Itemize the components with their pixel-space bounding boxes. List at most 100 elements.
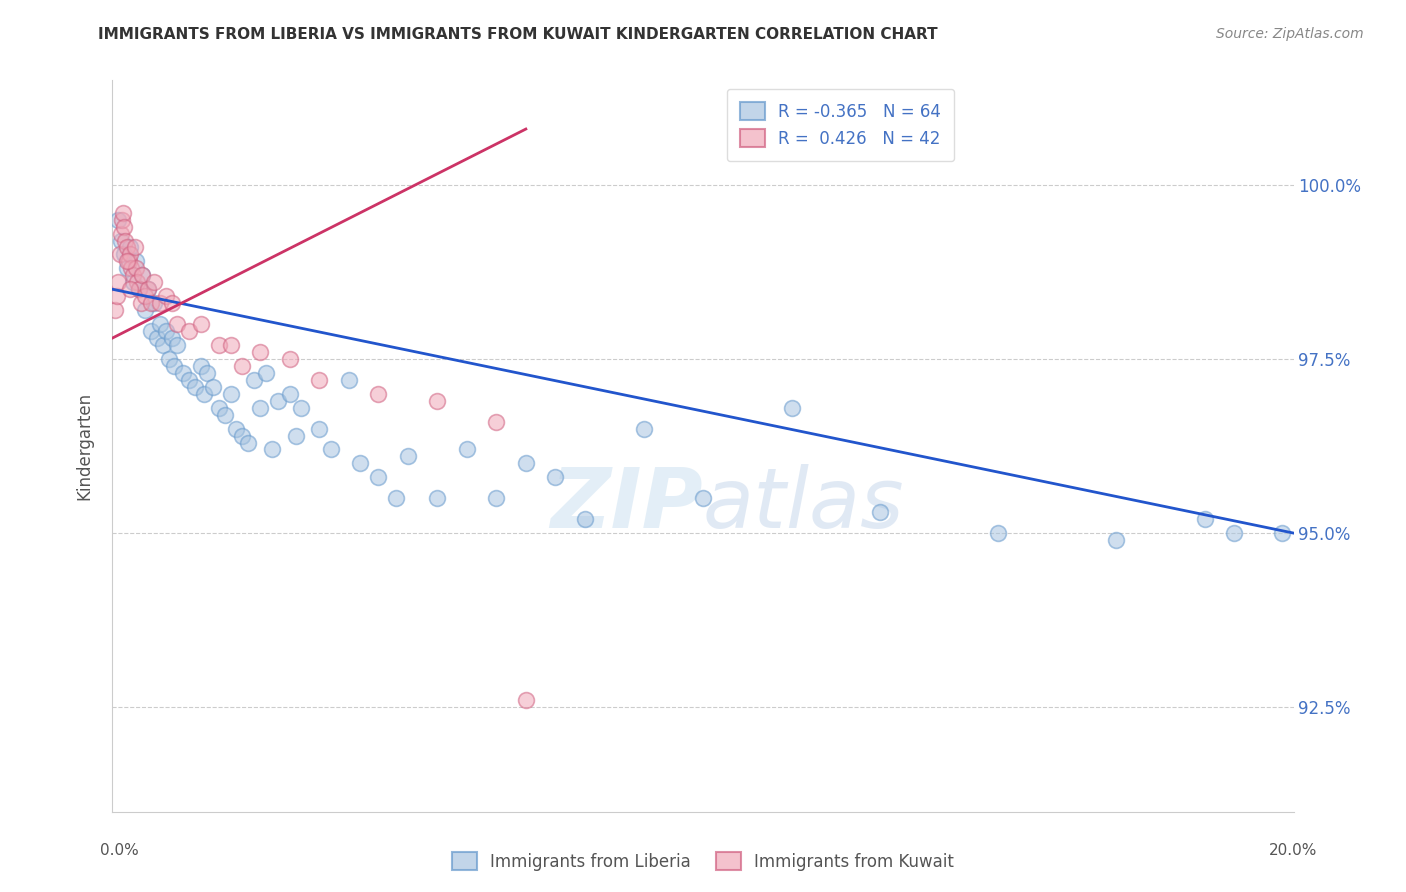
Point [385,491,408,506]
Point [337,373,360,387]
Point [157,351,180,366]
Point [254,366,277,380]
Point [122,275,145,289]
Text: Source: ZipAtlas.com: Source: ZipAtlas.com [1216,27,1364,41]
Point [108,247,131,261]
Point [120,240,142,254]
Point [208,338,231,352]
Text: 0.0%: 0.0% [100,843,139,858]
Text: atlas: atlas [703,464,904,545]
Point [219,386,242,401]
Point [127,275,149,289]
Point [149,317,172,331]
Point [190,359,212,373]
Point [128,282,150,296]
Point [456,442,478,457]
Point [238,435,260,450]
Point [131,268,153,283]
Point [692,491,714,506]
Point [117,240,138,254]
Point [112,247,135,261]
Point [319,442,342,457]
Point [243,373,266,387]
Point [139,324,162,338]
Point [152,338,174,352]
Point [1194,512,1216,526]
Point [396,450,419,464]
Point [426,491,449,506]
Point [120,247,142,261]
Point [249,345,271,359]
Point [249,401,271,415]
Point [201,380,224,394]
Point [146,331,169,345]
Point [184,380,207,394]
Text: IMMIGRANTS FROM LIBERIA VS IMMIGRANTS FROM KUWAIT KINDERGARTEN CORRELATION CHART: IMMIGRANTS FROM LIBERIA VS IMMIGRANTS FR… [98,27,938,42]
Point [124,240,146,254]
Point [139,296,162,310]
Point [1223,526,1246,541]
Point [107,212,129,227]
Point [267,393,290,408]
Point [515,457,537,471]
Point [166,317,188,331]
Point [260,442,283,457]
Point [125,261,148,276]
Point [142,275,165,289]
Point [219,338,242,352]
Point [278,386,301,401]
Point [134,289,156,303]
Point [110,227,132,241]
Point [195,366,218,380]
Point [114,234,136,248]
Point [120,261,142,276]
Point [142,296,165,310]
Point [308,373,330,387]
Point [193,386,215,401]
Point [987,526,1010,541]
Point [128,282,150,296]
Point [120,282,142,296]
Point [574,512,596,526]
Point [179,373,201,387]
Point [515,693,537,707]
Point [118,254,141,268]
Point [284,428,307,442]
Point [278,351,301,366]
Point [160,331,183,345]
Point [231,359,253,373]
Point [290,401,312,415]
Point [117,254,138,268]
Point [122,268,145,283]
Point [426,393,449,408]
Point [633,421,655,435]
Point [780,401,803,415]
Point [172,366,194,380]
Point [179,324,201,338]
Point [110,234,132,248]
Point [485,415,508,429]
Point [869,505,891,519]
Point [155,289,177,303]
Point [136,282,159,296]
Point [134,303,156,318]
Y-axis label: Kindergarten: Kindergarten [76,392,94,500]
Point [160,296,183,310]
Point [166,338,188,352]
Point [104,303,127,318]
Point [214,408,236,422]
Point [231,428,253,442]
Legend: R = -0.365   N = 64, R =  0.426   N = 42: R = -0.365 N = 64, R = 0.426 N = 42 [727,88,955,161]
Point [544,470,567,484]
Point [107,275,129,289]
Legend: Immigrants from Liberia, Immigrants from Kuwait: Immigrants from Liberia, Immigrants from… [443,844,963,880]
Point [1105,533,1128,547]
Point [136,282,159,296]
Point [208,401,231,415]
Point [308,421,330,435]
Point [190,317,212,331]
Point [105,289,128,303]
Point [129,296,152,310]
Point [149,296,172,310]
Point [225,421,247,435]
